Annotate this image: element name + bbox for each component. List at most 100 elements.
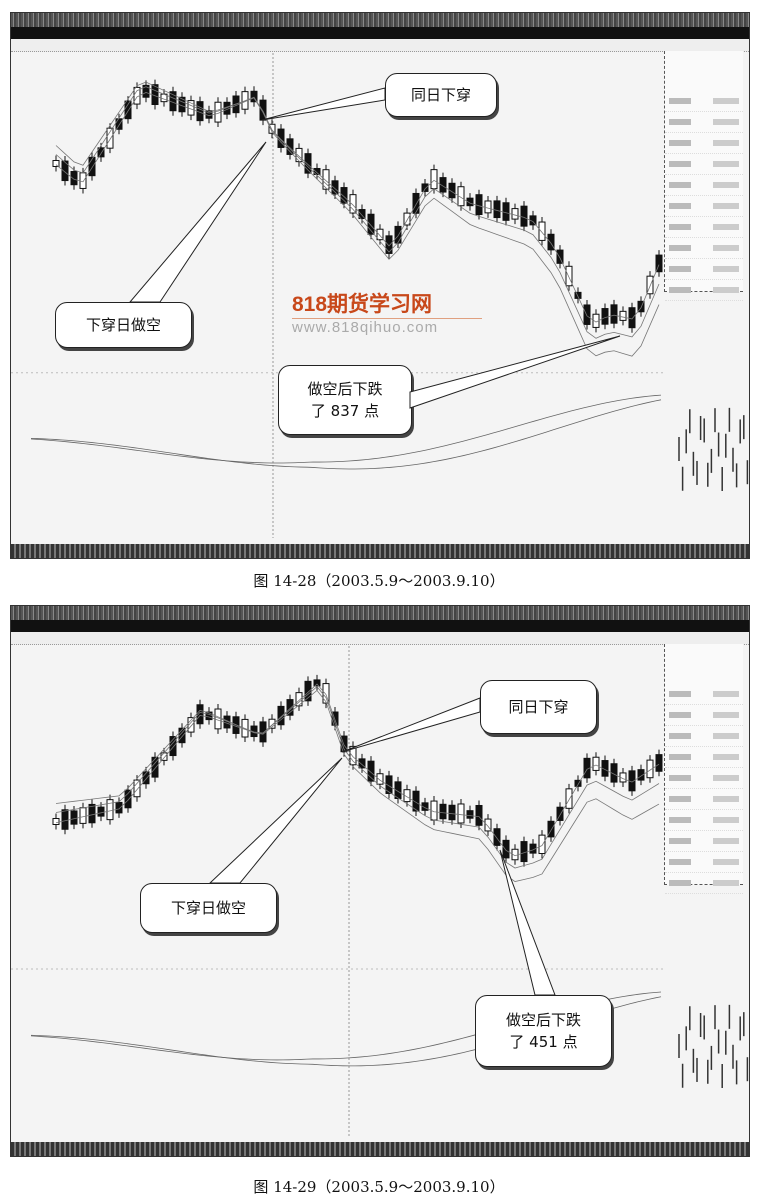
candle-body bbox=[304, 680, 312, 702]
callout-text: 下穿日做空 bbox=[85, 316, 161, 334]
figure-14-29-screenshot bbox=[10, 605, 750, 1157]
candle-body bbox=[475, 804, 483, 826]
candle-body bbox=[502, 839, 510, 859]
quote-sidebar bbox=[664, 51, 743, 301]
candle-body bbox=[493, 200, 501, 219]
candle-body bbox=[196, 704, 204, 725]
candle-body bbox=[565, 788, 573, 809]
candle-body bbox=[97, 147, 105, 158]
candle-body bbox=[403, 789, 411, 803]
moving-average-line bbox=[55, 683, 660, 857]
callout-text: 了 451 点 bbox=[509, 1033, 578, 1051]
candle-body bbox=[349, 194, 357, 214]
callout-text: 做空后下跌 bbox=[307, 380, 383, 398]
macd-line bbox=[30, 399, 662, 470]
callout-text: 做空后下跌 bbox=[505, 1011, 581, 1029]
candle-body bbox=[412, 192, 420, 214]
figure-14-28-screenshot bbox=[10, 12, 750, 559]
candle-body bbox=[403, 212, 411, 226]
candle-body bbox=[61, 160, 69, 182]
candle-body bbox=[160, 752, 168, 761]
figure-caption: 图 14-28（2003.5.9～2003.9.10） bbox=[253, 572, 505, 590]
candle-body bbox=[367, 213, 375, 235]
candle-body bbox=[637, 300, 645, 313]
candle-body bbox=[502, 202, 510, 221]
candle-body bbox=[556, 249, 564, 264]
candle-body bbox=[70, 170, 78, 186]
callout-short-on-cross: 下穿日做空 bbox=[140, 883, 277, 933]
candle-body bbox=[142, 771, 150, 785]
candle-body bbox=[439, 177, 447, 193]
callout-cross-same-day: 同日下穿 bbox=[480, 680, 597, 734]
candle-body bbox=[340, 187, 348, 204]
candle-body bbox=[628, 307, 636, 329]
candlestick-chart bbox=[11, 646, 749, 1136]
candle-body bbox=[448, 804, 456, 821]
candle-body bbox=[520, 841, 528, 863]
callout-drop-points: 做空后下跌 了 451 点 bbox=[475, 995, 612, 1067]
candle-body bbox=[349, 745, 357, 766]
figure-caption: 图 14-29（2003.5.9～2003.9.10） bbox=[253, 1178, 505, 1196]
candle-body bbox=[484, 200, 492, 214]
candle-body bbox=[538, 834, 546, 855]
window-title-bar bbox=[11, 13, 749, 27]
candle-body bbox=[376, 228, 384, 241]
candle-body bbox=[124, 100, 132, 120]
candle-body bbox=[457, 803, 465, 824]
candle-body bbox=[367, 760, 375, 782]
candle-body bbox=[520, 205, 528, 227]
candle-body bbox=[187, 717, 195, 733]
candle-body bbox=[259, 721, 267, 743]
candle-body bbox=[574, 779, 582, 787]
candle-body bbox=[88, 803, 96, 824]
candle-body bbox=[52, 160, 60, 168]
watermark-brand: 818期货学习网 bbox=[292, 293, 433, 316]
candle-body bbox=[268, 718, 276, 729]
candle-body bbox=[466, 197, 474, 207]
candle-body bbox=[331, 180, 339, 195]
candle-body bbox=[592, 756, 600, 771]
candle-body bbox=[619, 310, 627, 321]
candle-body bbox=[412, 790, 420, 812]
candle-body bbox=[385, 235, 393, 254]
menu-bar bbox=[11, 620, 749, 632]
moving-average-line bbox=[55, 81, 660, 357]
candle-body bbox=[286, 699, 294, 716]
callout-cross-same-day: 同日下穿 bbox=[385, 73, 497, 117]
candle-body bbox=[70, 810, 78, 825]
callout-short-on-cross: 下穿日做空 bbox=[55, 302, 192, 348]
candle-body bbox=[421, 183, 429, 192]
indicator-bar bbox=[11, 39, 749, 52]
candle-body bbox=[61, 809, 69, 830]
candle-body bbox=[385, 775, 393, 794]
candle-body bbox=[250, 90, 258, 103]
candle-body bbox=[655, 254, 663, 273]
candle-body bbox=[115, 118, 123, 130]
callout-drop-points: 做空后下跌 了 837 点 bbox=[278, 365, 412, 435]
candle-body bbox=[493, 828, 501, 846]
candle-body bbox=[475, 194, 483, 216]
status-bar bbox=[11, 544, 749, 558]
candle-body bbox=[430, 169, 438, 190]
candle-body bbox=[376, 773, 384, 785]
watermark-logo: 818期货学习网 www.818qihuo.com bbox=[292, 288, 482, 336]
candle-body bbox=[124, 789, 132, 809]
callout-text: 同日下穿 bbox=[508, 698, 569, 716]
moving-average-line bbox=[55, 86, 660, 339]
candle-body bbox=[574, 291, 582, 299]
callout-text: 同日下穿 bbox=[410, 86, 471, 104]
moving-average-line bbox=[55, 689, 660, 882]
candle-body bbox=[313, 167, 321, 176]
watermark-url: www.818qihuo.com bbox=[292, 318, 482, 336]
candle-body bbox=[646, 275, 654, 295]
candle-body bbox=[79, 172, 87, 189]
candle-body bbox=[583, 304, 591, 325]
candle-body bbox=[547, 233, 555, 251]
quote-sidebar bbox=[664, 644, 743, 894]
candle-body bbox=[646, 759, 654, 779]
candle-body bbox=[601, 308, 609, 325]
window-title-bar bbox=[11, 606, 749, 620]
candle-body bbox=[79, 807, 87, 824]
candle-body bbox=[133, 779, 141, 798]
candle-body bbox=[466, 810, 474, 819]
